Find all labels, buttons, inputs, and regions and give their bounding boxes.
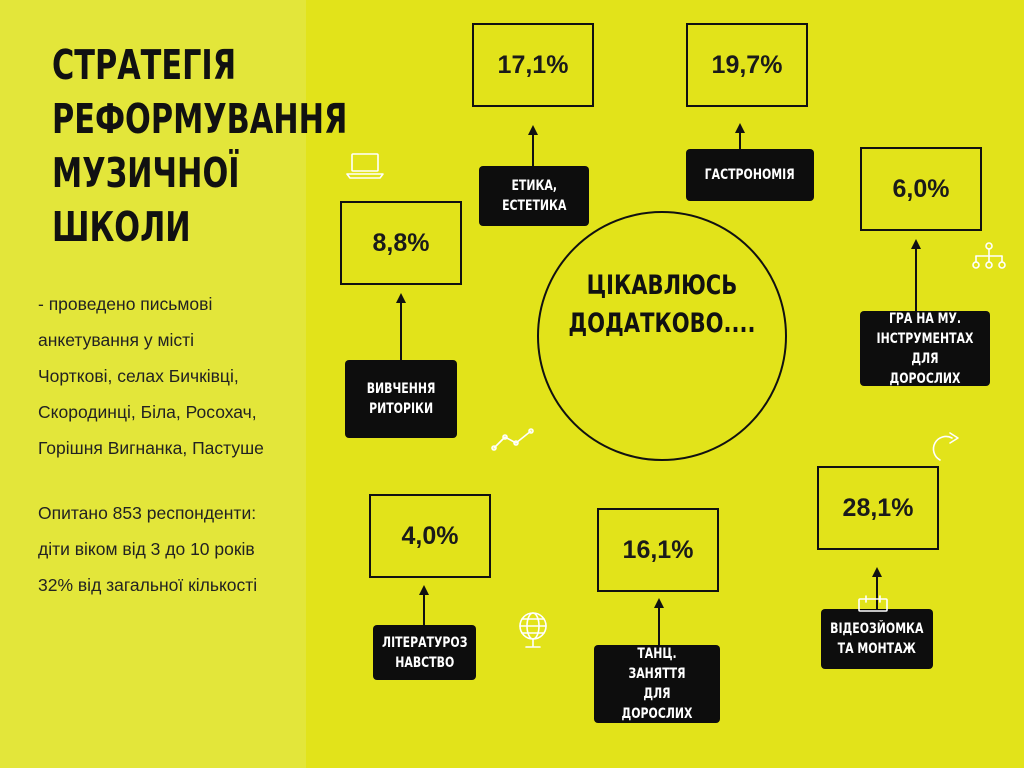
value-box-ethics: 17,1% [472,23,594,107]
sitemap-icon [972,242,1006,269]
laptop-icon [346,153,384,179]
line-chart-icon [491,428,534,451]
value-box-dance: 16,1% [597,508,719,592]
label-dance: ТАНЦ. ЗАНЯТТЯ ДЛЯ ДОРОСЛИХ [594,645,720,723]
value-box-literature: 4,0% [369,494,491,578]
label-rhetoric: ВИВЧЕННЯ РИТОРІКИ [345,360,457,438]
center-title: ЦІКАВЛЮСЬ ДОДАТКОВО.... [568,270,756,339]
page-title: СТРАТЕГІЯ РЕФОРМУВАННЯ МУЗИЧНОЇ ШКОЛИ [52,41,348,251]
label-gastronomy: ГАСТРОНОМІЯ [686,149,814,201]
center-circle: ЦІКАВЛЮСЬ ДОДАТКОВО.... [537,211,787,461]
value-box-instruments: 6,0% [860,147,982,231]
label-video: ВІДЕОЗЙОМКА ТА МОНТАЖ [821,609,933,669]
label-ethics: ЕТИКА, ЕСТЕТИКА [479,166,589,226]
survey-description: - проведено письмові анкетування у місті… [38,294,264,458]
value-box-gastronomy: 19,7% [686,23,808,107]
respondents-description: Опитано 853 респонденти: діти віком від … [38,503,258,595]
label-instruments: ГРА НА МУ. ІНСТРУМЕНТАХ ДЛЯ ДОРОСЛИХ [860,311,990,387]
calendar-icon [858,595,888,612]
value-box-video: 28,1% [817,466,939,550]
left-panel [0,0,306,768]
label-literature: ЛІТЕРАТУРОЗ НАВСТВО [373,625,476,680]
globe-icon [519,612,547,648]
refresh-arrow-icon [932,432,959,461]
value-box-rhetoric: 8,8% [340,201,462,285]
